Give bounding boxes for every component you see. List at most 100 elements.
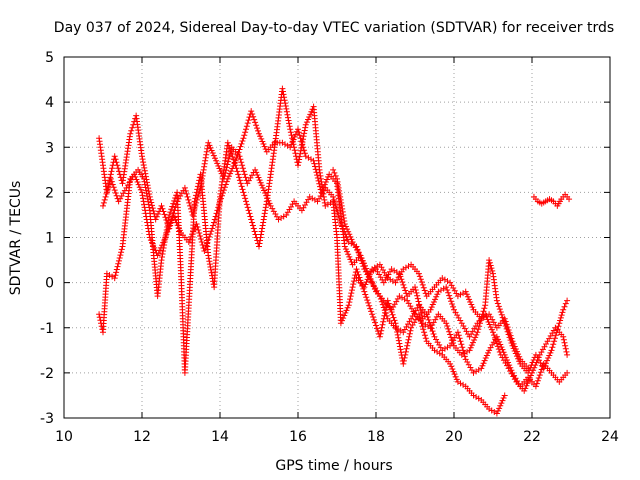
data-point [455,332,462,339]
data-point [557,314,564,321]
data-point [182,187,189,194]
data-point [226,152,233,159]
data-point [344,248,351,255]
data-point [186,199,193,206]
data-point [205,252,212,259]
data-point [380,318,387,325]
data-point [262,204,269,211]
data-point [301,147,308,154]
data-point [486,257,493,264]
data-point [501,392,508,399]
data-point [245,207,252,214]
data-point [206,142,213,149]
data-point [537,369,544,376]
data-point [471,336,478,343]
data-point [522,385,529,392]
data-point [186,236,193,243]
data-point [117,252,124,259]
data-point [448,298,455,305]
data-point [500,395,507,402]
data-point [196,187,203,194]
data-point [373,325,380,332]
data-point [107,175,114,182]
data-point [244,120,251,127]
data-point [150,242,157,249]
data-point [419,281,426,288]
grid-lines [64,57,610,418]
data-point [404,339,411,346]
data-point [338,199,345,206]
data-point [252,166,259,173]
x-tick-label: 12 [133,429,151,445]
data-point [163,217,170,224]
data-point [364,297,371,304]
data-point [339,205,346,212]
data-point [291,133,298,140]
x-axis-label: GPS time / hours [275,458,392,474]
data-point [249,222,256,229]
data-point [239,165,246,172]
data-point [103,190,110,197]
data-point [493,297,500,304]
data-point [224,175,231,182]
data-point [347,293,354,300]
data-point [209,225,216,232]
data-point [348,287,355,294]
data-point [206,261,213,268]
data-point [144,179,151,186]
data-point [330,166,337,173]
data-point [229,165,236,172]
data-point [400,281,407,288]
data-point [361,262,368,269]
data-point [321,181,328,188]
data-point [541,362,548,369]
data-point [343,307,350,314]
data-point [445,289,452,296]
data-point [253,169,260,176]
data-point [494,343,501,350]
data-point [380,304,387,311]
x-tick-labels: 10 12 14 16 18 20 22 24 [55,429,619,445]
data-point [312,163,319,170]
data-point [508,335,515,342]
data-point [242,174,249,181]
data-point [453,376,460,383]
data-point [373,322,379,329]
data-point [484,349,491,356]
data-point [109,165,116,172]
data-point [254,171,261,178]
data-point [264,195,271,202]
data-point [170,211,177,218]
data-point [211,216,218,223]
data-point [450,368,457,375]
data-point [466,296,473,303]
data-point [428,304,435,311]
data-point [546,352,553,359]
data-point [203,148,210,155]
data-point [194,196,201,203]
data-point [341,312,348,319]
data-point [201,248,208,255]
data-point [133,176,140,183]
data-point [242,129,249,136]
data-point [287,129,294,136]
data-point [444,286,451,293]
data-point [222,170,229,177]
data-point [236,146,243,153]
data-point [283,105,290,112]
data-point [262,190,269,197]
data-point [354,268,361,275]
data-point [297,147,304,154]
data-point [493,340,500,347]
y-tick-label: -3 [40,411,54,427]
data-point [345,228,352,235]
data-points [96,85,573,417]
data-point [346,253,353,260]
data-point [342,309,349,316]
data-point [402,351,409,358]
data-point [495,303,502,310]
data-point [506,329,513,336]
data-point [445,325,452,332]
data-point [360,260,367,267]
data-point [421,332,428,339]
